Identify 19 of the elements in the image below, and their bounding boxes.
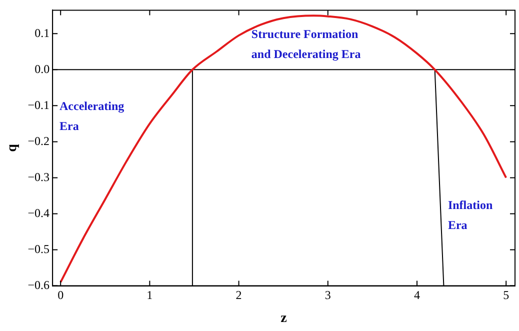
y-tick-label: 0.0: [34, 62, 50, 76]
x-tick-label: 1: [146, 288, 153, 302]
y-axis-title: q: [5, 144, 20, 152]
y-tick-label: −0.1: [28, 98, 50, 112]
y-tick-label: 0.1: [34, 26, 50, 40]
x-tick-label: 3: [324, 288, 331, 302]
annotation: Inflation Era: [448, 198, 493, 232]
x-tick-label: 0: [58, 288, 64, 302]
y-tick-label: −0.5: [28, 242, 50, 256]
annotation: Structure Formation and Decelerating Era: [251, 27, 361, 62]
y-tick-label: −0.6: [28, 278, 50, 292]
y-tick-label: −0.3: [28, 170, 50, 184]
x-tick-label: 4: [414, 288, 420, 302]
x-tick-label: 5: [503, 288, 510, 302]
x-axis-title: z: [280, 311, 287, 326]
x-tick-label: 2: [236, 288, 242, 302]
y-tick-label: −0.2: [28, 134, 50, 148]
annotation: Accelerating Era: [60, 98, 124, 133]
y-tick-label: −0.4: [28, 206, 50, 220]
